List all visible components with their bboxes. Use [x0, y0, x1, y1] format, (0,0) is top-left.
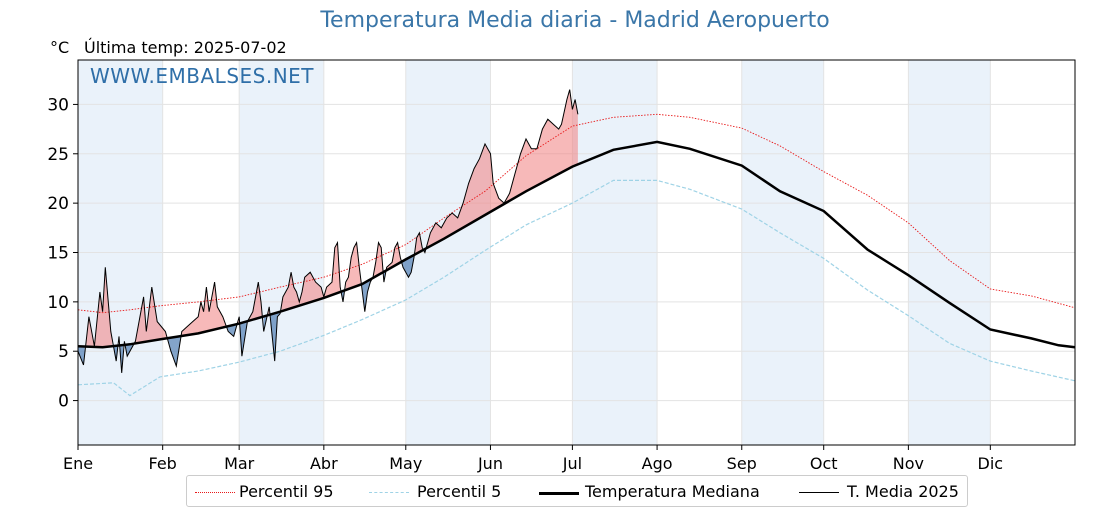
series-lines	[77, 89, 1076, 397]
grid-lines	[77, 60, 1075, 445]
last-temp-label: Última temp: 2025-07-02	[84, 38, 287, 57]
y-axis-ticks: 0 5 10 15 20 25 30	[47, 95, 78, 412]
watermark-text: WWW.EMBALSES.NET	[90, 64, 315, 88]
y-tick-label: 20	[47, 194, 69, 214]
legend-label-median: Temperatura Mediana	[585, 482, 760, 501]
legend-swatch-median	[539, 492, 579, 495]
legend-swatch-2025	[799, 492, 839, 493]
y-tick-label: 25	[47, 145, 69, 165]
x-tick-label: Mar	[224, 454, 255, 473]
series-line-p5	[77, 179, 1076, 397]
series-line-median	[77, 140, 1076, 349]
fill-above-median	[426, 89, 578, 249]
x-tick-label: May	[389, 454, 422, 473]
legend: Percentil 95 Percentil 5 Temperatura Med…	[186, 475, 968, 507]
x-tick-label: Ago	[642, 454, 673, 473]
deviation-fills	[78, 89, 578, 373]
y-tick-label: 15	[47, 244, 69, 264]
x-tick-label: Dic	[978, 454, 1004, 473]
legend-swatch-p95	[195, 492, 235, 493]
x-tick-label: Sep	[727, 454, 757, 473]
chart-title: Temperatura Media diaria - Madrid Aeropu…	[320, 8, 830, 33]
y-tick-label: 0	[58, 392, 69, 412]
fill-above-median	[281, 242, 341, 312]
fill-below-median	[120, 345, 124, 373]
legend-label-2025: T. Media 2025	[847, 482, 959, 501]
y-tick-label: 10	[47, 293, 69, 313]
x-tick-label: Abr	[310, 454, 338, 473]
x-tick-label: Jun	[477, 454, 503, 473]
fill-above-median	[86, 267, 113, 348]
fill-above-median	[181, 282, 226, 336]
y-tick-label: 5	[58, 342, 69, 362]
x-tick-label: Jul	[562, 454, 582, 473]
series-line-2025	[77, 89, 579, 373]
x-axis-ticks: Ene Feb Mar Abr May Jun Jul Ago Sep Oct Nov Dic	[63, 445, 1003, 473]
x-tick-label: Ene	[63, 454, 93, 473]
fill-above-median	[248, 282, 263, 321]
legend-label-p5: Percentil 5	[417, 482, 502, 501]
legend-label-p95: Percentil 95	[239, 482, 334, 501]
series-line-p95	[77, 113, 1076, 314]
x-tick-label: Oct	[810, 454, 838, 473]
y-unit-label: °C	[50, 38, 70, 57]
fill-above-median	[373, 242, 383, 278]
y-tick-label: 30	[47, 95, 69, 115]
x-tick-label: Feb	[149, 454, 177, 473]
fill-below-median	[341, 290, 345, 302]
legend-swatch-p5	[369, 492, 409, 493]
x-tick-label: Nov	[893, 454, 924, 473]
fill-below-median	[270, 311, 281, 362]
fill-above-median	[345, 242, 361, 290]
fill-below-median	[78, 346, 85, 365]
